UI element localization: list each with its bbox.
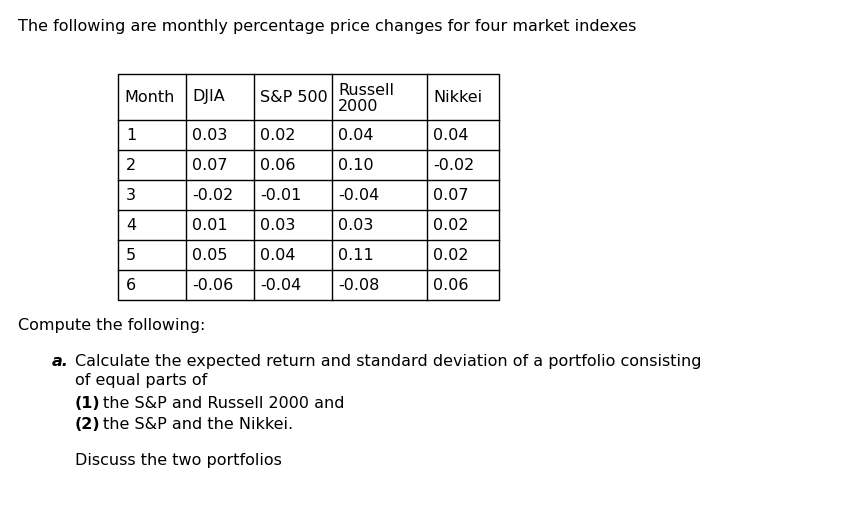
Text: Compute the following:: Compute the following:: [18, 318, 206, 333]
Text: Month: Month: [124, 89, 174, 105]
Text: 0.06: 0.06: [433, 278, 469, 293]
Text: -0.02: -0.02: [433, 158, 475, 172]
Text: 4: 4: [126, 217, 136, 233]
Text: 0.04: 0.04: [260, 248, 295, 262]
Text: Calculate the expected return and standard deviation of a portfolio consisting: Calculate the expected return and standa…: [75, 354, 701, 369]
Text: DJIA: DJIA: [192, 89, 225, 105]
Text: a.: a.: [52, 354, 69, 369]
Text: 0.04: 0.04: [338, 127, 373, 142]
Bar: [118, 74, 499, 300]
Text: 0.04: 0.04: [433, 127, 469, 142]
Text: -0.02: -0.02: [192, 187, 233, 203]
Text: 2000: 2000: [338, 99, 378, 114]
Text: -0.04: -0.04: [338, 187, 379, 203]
Text: 0.03: 0.03: [338, 217, 373, 233]
Text: 0.03: 0.03: [260, 217, 295, 233]
Text: -0.08: -0.08: [338, 278, 379, 293]
Text: 3: 3: [126, 187, 136, 203]
Text: 0.02: 0.02: [260, 127, 295, 142]
Text: 0.02: 0.02: [433, 217, 469, 233]
Text: 0.11: 0.11: [338, 248, 374, 262]
Text: -0.06: -0.06: [192, 278, 233, 293]
Text: 0.01: 0.01: [192, 217, 228, 233]
Text: of equal parts of: of equal parts of: [75, 373, 207, 388]
Text: 0.07: 0.07: [192, 158, 228, 172]
Text: the S&P and Russell 2000 and: the S&P and Russell 2000 and: [103, 396, 344, 411]
Text: Russell: Russell: [338, 83, 394, 97]
Text: (1): (1): [75, 396, 101, 411]
Text: Discuss the two portfolios: Discuss the two portfolios: [75, 453, 282, 468]
Text: 0.07: 0.07: [433, 187, 469, 203]
Text: 0.03: 0.03: [192, 127, 228, 142]
Text: 5: 5: [126, 248, 136, 262]
Text: -0.01: -0.01: [260, 187, 301, 203]
Text: the S&P and the Nikkei.: the S&P and the Nikkei.: [103, 417, 293, 432]
Text: 0.06: 0.06: [260, 158, 295, 172]
Text: 2: 2: [126, 158, 136, 172]
Text: -0.04: -0.04: [260, 278, 301, 293]
Text: 0.05: 0.05: [192, 248, 228, 262]
Text: (2): (2): [75, 417, 101, 432]
Text: 0.10: 0.10: [338, 158, 374, 172]
Text: Nikkei: Nikkei: [433, 89, 482, 105]
Text: S&P 500: S&P 500: [260, 89, 327, 105]
Text: 0.02: 0.02: [433, 248, 469, 262]
Text: 1: 1: [126, 127, 136, 142]
Text: 6: 6: [126, 278, 136, 293]
Text: The following are monthly percentage price changes for four market indexes: The following are monthly percentage pri…: [18, 19, 636, 34]
